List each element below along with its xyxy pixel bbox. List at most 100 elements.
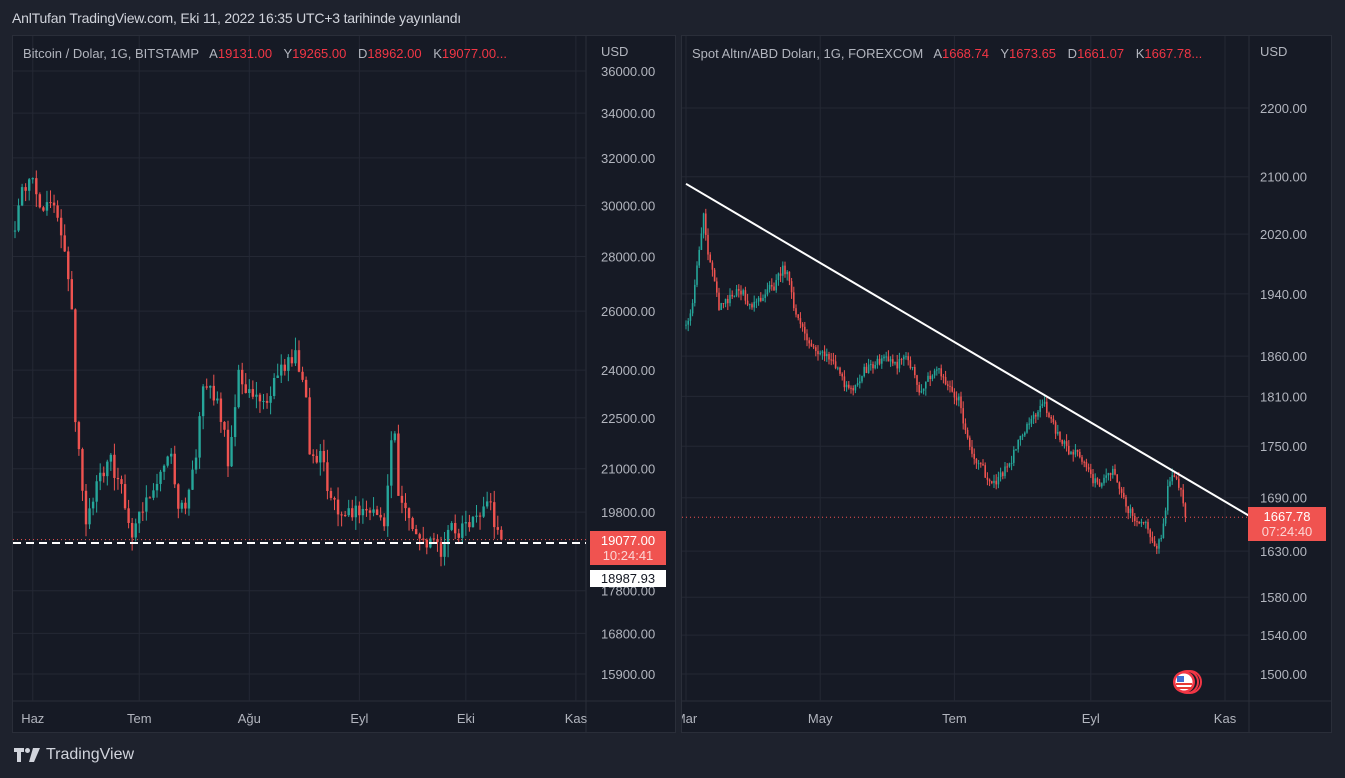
us-flag-events-icon[interactable] [1172, 668, 1202, 696]
candle-body [1160, 538, 1162, 540]
btc-legend: Bitcoin / Dolar, 1G, BITSTAMP A19131.00 … [23, 46, 507, 61]
candle-body [764, 294, 766, 299]
btc-chart-svg[interactable]: 36000.00 34000.00 32000.00 30000.00 28000.00… [13, 36, 676, 733]
candle-body [823, 351, 826, 357]
candle-body [892, 359, 894, 364]
candle-body [152, 490, 155, 498]
candle-body [1048, 413, 1050, 417]
price-tick-label: 2100.00 [1260, 170, 1307, 185]
close-label: K [433, 46, 442, 61]
symbol-title: Bitcoin / Dolar, 1G, BITSTAMP [23, 46, 200, 61]
candle-body [746, 300, 749, 305]
gold-chart-panel[interactable]: 2200.00 2100.00 2020.00 1940.00 1860.00 1810.… [681, 35, 1332, 733]
current-price-tag: 1667.78 07:24:40 [1248, 507, 1326, 541]
candle-body [870, 364, 872, 366]
candle-body [852, 388, 854, 391]
candle-body [966, 430, 969, 438]
candle-body [368, 510, 372, 513]
candle-body [830, 359, 832, 361]
candle-body [1169, 481, 1171, 486]
candle-body [850, 387, 852, 389]
candle-body [691, 303, 694, 314]
tradingview-logo[interactable]: TradingView [14, 746, 134, 764]
candle-body [916, 375, 918, 385]
candle-body [784, 265, 786, 275]
candle-body [180, 502, 184, 509]
candle-body [379, 514, 382, 518]
price-tick-label: 19800.00 [601, 505, 655, 520]
candle-body [312, 454, 315, 456]
candle-body [496, 527, 499, 530]
price-tick-label: 17800.00 [601, 584, 655, 599]
candle-body [731, 294, 733, 297]
candle-body [808, 340, 810, 344]
gold-chart-svg[interactable]: 2200.00 2100.00 2020.00 1940.00 1860.00 1810.… [682, 36, 1332, 733]
candle-body [1087, 467, 1090, 470]
candle-body [845, 384, 848, 388]
candle-body [457, 533, 460, 538]
candle-body [1184, 503, 1187, 518]
candle-body [1171, 475, 1173, 482]
btc-chart-panel[interactable]: 36000.00 34000.00 32000.00 30000.00 28000.00… [12, 35, 676, 733]
candle-body [988, 479, 991, 482]
open-label: A [933, 46, 942, 61]
candle-body [1021, 435, 1024, 437]
candle-body [1173, 475, 1176, 477]
candle-body [187, 489, 191, 509]
candle-body [251, 389, 255, 397]
candle-body [696, 265, 698, 285]
candle-body [1142, 521, 1145, 523]
candle-body [287, 357, 290, 371]
price-tick-label: 28000.00 [601, 249, 655, 264]
tradingview-logo-icon [14, 748, 40, 762]
candle-body [450, 523, 453, 530]
candle-body [404, 502, 407, 509]
candle-body [702, 213, 705, 234]
candle-body [1050, 416, 1052, 419]
candle-body [1035, 414, 1037, 417]
candle-body [1092, 474, 1094, 484]
time-tick-label: May [808, 711, 833, 726]
candle-body [1052, 418, 1055, 423]
candle-body [1138, 521, 1140, 524]
candle-body [694, 284, 696, 304]
publication-title: AnlTufan TradingView.com, Eki 11, 2022 1… [12, 10, 461, 26]
candle-body [155, 483, 159, 491]
candle-body [687, 320, 689, 325]
candle-body [20, 187, 24, 206]
candle-body [407, 508, 411, 519]
time-tick-label: Kas [565, 711, 588, 726]
candle-body [801, 323, 804, 327]
candle-body [390, 440, 393, 486]
candle-body [393, 433, 397, 441]
candle-body [997, 476, 1000, 485]
candle-body [223, 421, 226, 430]
candle-body [804, 326, 806, 334]
candle-body [1015, 449, 1017, 451]
candle-body [722, 303, 725, 305]
candle-body [464, 522, 468, 524]
candle-body [933, 370, 936, 376]
price-tick-label: 24000.00 [601, 363, 655, 378]
candle-body [24, 187, 27, 191]
candle-body [799, 318, 802, 324]
open-value: 19131.00 [217, 46, 273, 61]
candle-body [793, 292, 795, 309]
candle-body [854, 384, 857, 391]
candle-body [698, 249, 700, 266]
candle-body [1134, 515, 1136, 522]
candle-body [740, 290, 742, 295]
candle-body [70, 279, 73, 310]
time-tick-label: Tem [127, 711, 152, 726]
candle-body [49, 202, 52, 204]
candle-body [911, 367, 914, 369]
candle-body [354, 505, 357, 518]
candle-body [17, 205, 20, 231]
candle-body [375, 509, 379, 515]
time-tick-label: Tem [942, 711, 967, 726]
candle-body [216, 398, 219, 401]
price-tick-label: 26000.00 [601, 304, 655, 319]
candle-body [1156, 545, 1158, 549]
candle-body [372, 509, 375, 513]
candle-body [986, 477, 989, 480]
